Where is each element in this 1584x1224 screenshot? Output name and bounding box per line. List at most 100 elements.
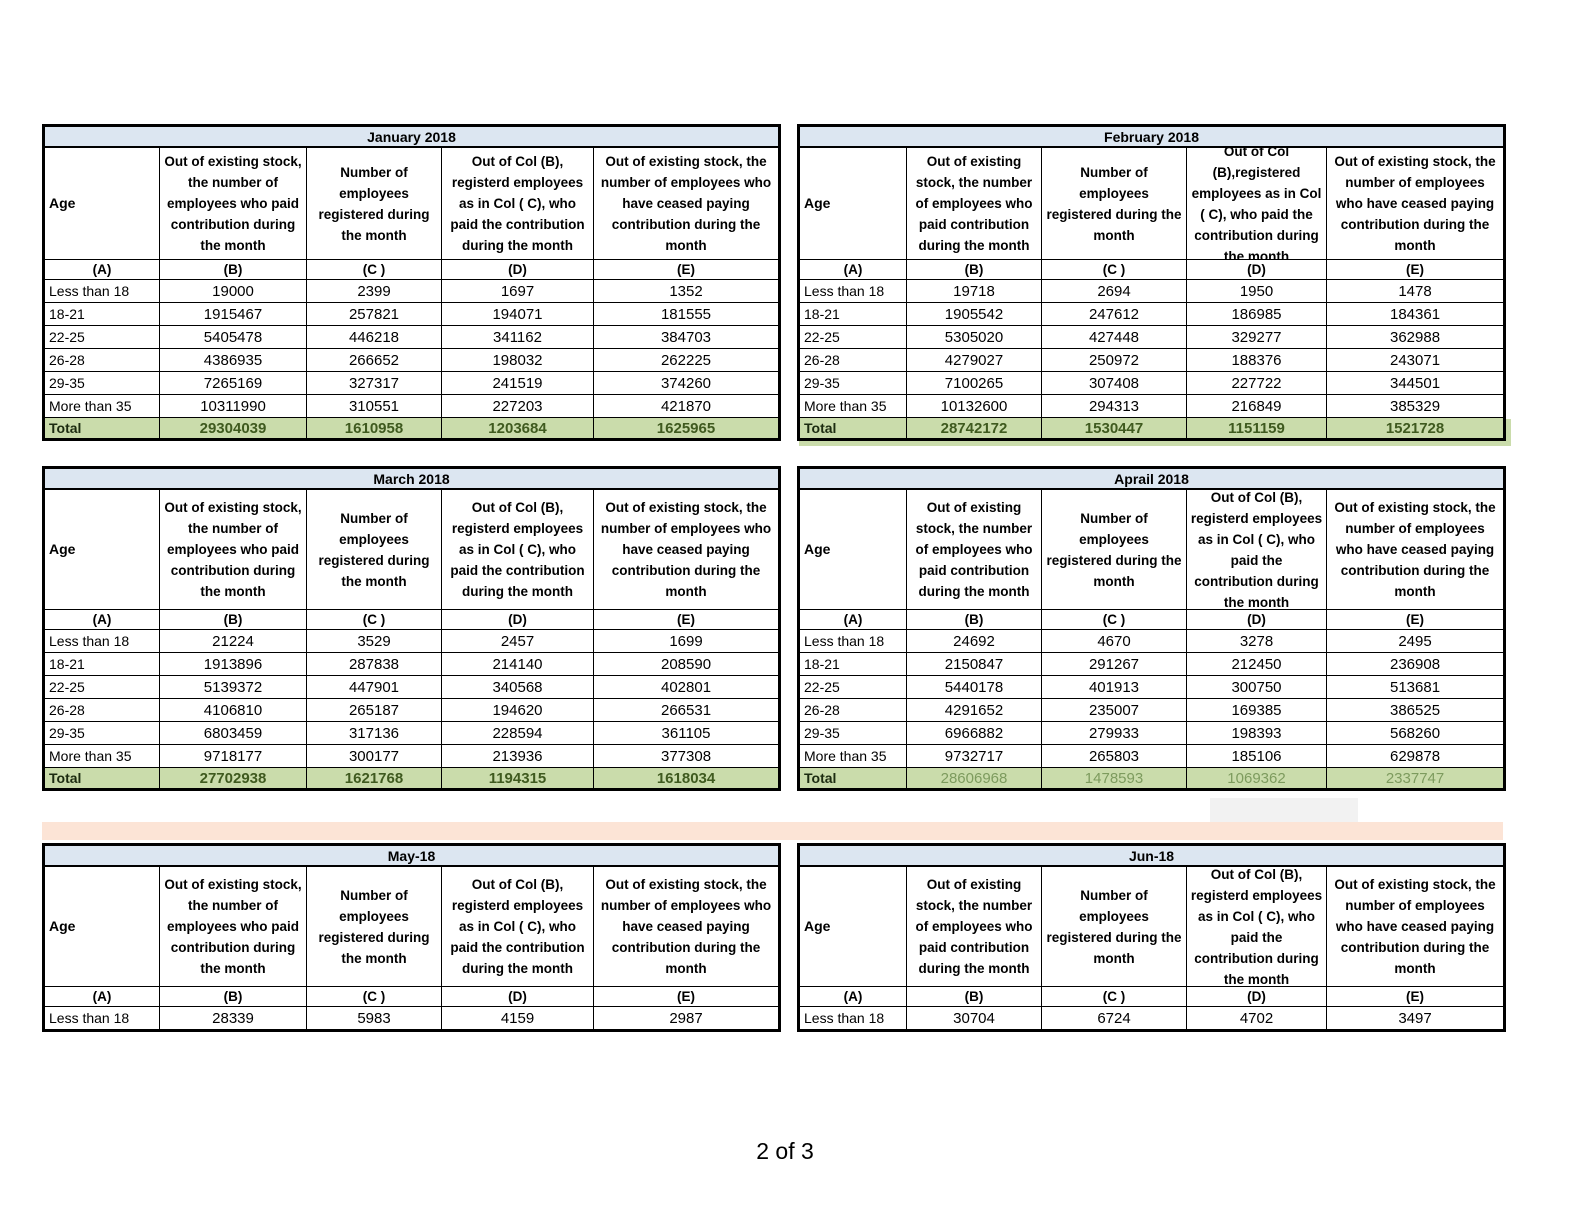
column-header: Number of employees registered during th… [1041,865,1187,987]
total-row: Total 29304039 1610958 1203684 1625965 [43,417,781,440]
value-cell: 4279027 [906,348,1042,372]
green-fill-bleed-bottom [799,437,1506,446]
value-cell: 19000 [159,279,307,303]
column-header: Number of employees registered during th… [1041,146,1187,260]
total-value-cell: 27702938 [159,767,307,790]
value-cell: 213936 [441,744,594,768]
value-cell: 198032 [441,348,594,372]
table-row: More than 35 9732717 265803 185106 629878 [798,744,1506,768]
column-header-text: Out of existing stock, the number of emp… [164,500,302,599]
table-row: 26-28 4106810 265187 194620 266531 [43,698,781,722]
value-cell: 7265169 [159,371,307,395]
column-letter-cell: (E) [592,609,781,630]
column-header-text: Out of Col (B), registerd employees as i… [450,500,585,599]
age-group-cell: 29-35 [43,721,160,745]
table-row: More than 35 9718177 300177 213936 377308 [43,744,781,768]
table-row: Less than 18 19718 2694 1950 1478 [798,279,1506,303]
value-cell: 2987 [593,1006,780,1031]
column-letter-cell: (C ) [306,986,442,1007]
column-letter-cell: (B) [906,259,1042,280]
total-value-cell: 29304039 [159,417,307,440]
value-cell: 513681 [1325,675,1506,699]
value-cell: 28339 [159,1006,307,1031]
column-letter-cell: (B) [906,986,1042,1007]
page-number-indicator: 2 of 3 [756,1138,814,1164]
age-group-cell: More than 35 [798,744,907,768]
column-header: Out of Col (B), registerd employees as i… [1186,488,1327,610]
age-group-cell: More than 35 [43,394,160,418]
value-cell: 169385 [1186,698,1327,722]
value-cell: 208590 [592,652,781,676]
column-letter-cell: (E) [1325,259,1506,280]
column-header: Out of existing stock, the number of emp… [906,488,1042,610]
table-row: 18-21 1905542 247612 186985 184361 [798,302,1506,326]
value-cell: 214140 [441,652,594,676]
table-row: 29-35 7100265 307408 227722 344501 [798,371,1506,395]
total-row: Total 27702938 1621768 1194315 1618034 [43,767,781,790]
value-cell: 19718 [906,279,1042,303]
column-header: Out of Col (B),registered employees as i… [1186,146,1327,260]
age-group-cell: More than 35 [798,394,907,418]
value-cell: 1352 [592,279,781,303]
column-letter-cell: (B) [159,986,307,1007]
total-value-cell: 1478593 [1041,767,1187,790]
value-cell: 257821 [306,302,442,326]
value-cell: 2694 [1041,279,1187,303]
value-cell: 3278 [1186,629,1327,653]
table-row: Less than 18 28339 5983 4159 2987 [43,1006,780,1031]
value-cell: 401913 [1041,675,1187,699]
value-cell: 6803459 [159,721,307,745]
column-header-text: Out of existing stock, the number of emp… [1334,154,1496,253]
column-letter-cell: (B) [906,609,1042,630]
age-group-cell: 29-35 [43,371,160,395]
value-cell: 4159 [441,1006,594,1031]
value-cell: 227722 [1186,371,1327,395]
table-row: 22-25 5405478 446218 341162 384703 [43,325,781,349]
value-cell: 4106810 [159,698,307,722]
column-header-text: Out of existing stock, the number of emp… [915,877,1033,976]
value-cell: 265803 [1041,744,1187,768]
total-value-cell: 1618034 [592,767,781,790]
total-value-cell: 28742172 [906,417,1042,440]
value-cell: 374260 [592,371,781,395]
value-cell: 2495 [1325,629,1506,653]
column-header: Out of existing stock, the number of emp… [1326,865,1505,987]
value-cell: 4702 [1186,1006,1327,1031]
value-cell: 1913896 [159,652,307,676]
value-cell: 377308 [592,744,781,768]
value-cell: 294313 [1041,394,1187,418]
value-cell: 186985 [1186,302,1327,326]
column-header-text: Out of Col (B), registerd employees as i… [1190,490,1323,609]
value-cell: 235007 [1041,698,1187,722]
peach-highlight-band [42,822,1503,840]
value-cell: 5139372 [159,675,307,699]
value-cell: 5983 [306,1006,442,1031]
value-cell: 5305020 [906,325,1042,349]
table-row: 22-25 5305020 427448 329277 362988 [798,325,1506,349]
value-cell: 262225 [592,348,781,372]
table-row: 29-35 6966882 279933 198393 568260 [798,721,1506,745]
month-table-april-2018: Aprail 2018 Age Out of existing stock, the… [797,466,1507,791]
age-group-cell: More than 35 [43,744,160,768]
column-header: Out of existing stock, the number of emp… [592,488,781,610]
column-header-text: Number of employees registered during th… [1046,164,1182,243]
column-header-text: Number of employees registered during th… [318,510,430,589]
column-header: Number of employees registered during th… [306,488,442,610]
column-header: Out of Col (B), registerd employees as i… [441,865,594,987]
age-group-cell: 22-25 [798,325,907,349]
total-row: Total 28606968 1478593 1069362 2337747 [798,767,1506,790]
value-cell: 1478 [1325,279,1506,303]
value-cell: 327317 [306,371,442,395]
column-letter-cell: (C ) [306,609,442,630]
table-title: March 2018 [42,467,781,490]
value-cell: 341162 [441,325,594,349]
column-letter-cell: (D) [1186,986,1327,1007]
age-column-header: Age [43,146,160,260]
total-value-cell: 1151159 [1186,417,1327,440]
value-cell: 194071 [441,302,594,326]
value-cell: 24692 [906,629,1042,653]
age-column-header: Age [798,488,907,610]
column-header-text: Age [804,195,831,211]
value-cell: 4291652 [906,698,1042,722]
age-column-header: Age [43,488,160,610]
